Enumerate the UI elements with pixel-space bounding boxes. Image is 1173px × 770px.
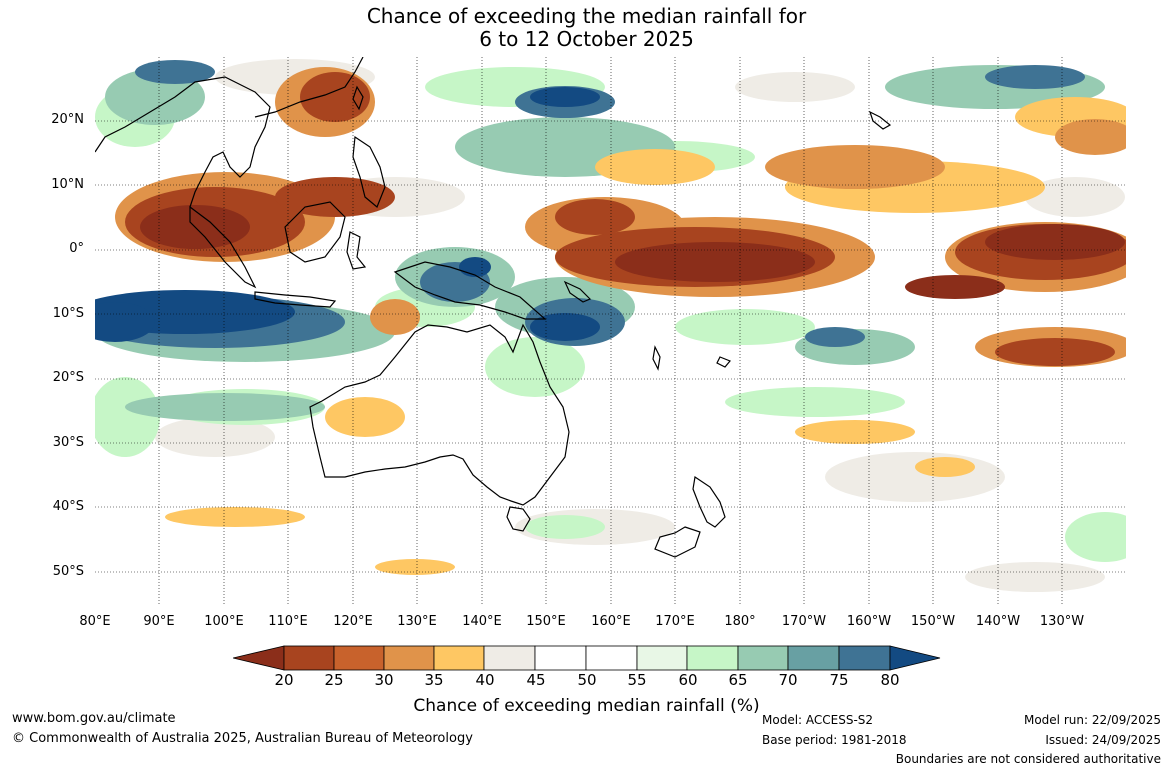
- lat-label-equator: 0°: [69, 241, 84, 256]
- colorbar-tick: 20: [274, 671, 294, 689]
- colorbar-swatch: [787, 645, 840, 671]
- colorbar-swatch: [534, 645, 587, 671]
- colorbar-title: Chance of exceeding median rainfall (%): [413, 696, 760, 716]
- sulawesi-coastline: [346, 231, 367, 270]
- graticule: [95, 57, 1126, 605]
- australia-coastline: [309, 323, 570, 506]
- hawaii-coastline: [868, 110, 892, 130]
- lon-label-140w: 140°W: [975, 614, 1021, 629]
- wet-very-strong-regions: [95, 87, 1126, 342]
- new-guinea-coastline: [393, 261, 547, 320]
- philippines-coastline: [352, 135, 386, 208]
- colorbar-tick: 60: [678, 671, 698, 689]
- lon-label-140e: 140°E: [462, 614, 502, 629]
- lat-label-50s: 50°S: [52, 564, 84, 579]
- colorbar-high-arrow: [889, 645, 941, 671]
- model-text: Model: ACCESS-S2: [762, 713, 874, 727]
- chart-title-line2: 6 to 12 October 2025: [479, 27, 694, 51]
- colorbar-tick: 50: [577, 671, 597, 689]
- new-zealand-coastline: [654, 475, 726, 558]
- asia-mainland-coastline: [95, 76, 271, 208]
- lon-label-180: 180°: [724, 614, 756, 629]
- solomon-islands-coastline: [563, 280, 592, 303]
- rainfall-probability-map: [95, 57, 1126, 605]
- colorbar-swatch: [636, 645, 688, 671]
- dry-very-strong-regions: [140, 205, 1125, 299]
- taiwan-coastline: [352, 85, 364, 111]
- disclaimer-text: Boundaries are not considered authoritat…: [895, 752, 1161, 766]
- colorbar: [233, 645, 941, 671]
- lon-label-170w: 170°W: [781, 614, 827, 629]
- lon-label-120e: 120°E: [333, 614, 373, 629]
- lon-label-80e: 80°E: [79, 614, 111, 629]
- lat-label-30s: 30°S: [52, 435, 84, 450]
- coastlines: [95, 57, 892, 558]
- lon-label-160w: 160°W: [846, 614, 892, 629]
- sumatra-coastline: [189, 205, 257, 289]
- colorbar-tick: 65: [728, 671, 748, 689]
- borneo-coastline: [284, 201, 346, 263]
- colorbar-tick: 55: [627, 671, 647, 689]
- lon-label-170e: 170°E: [655, 614, 695, 629]
- colorbar-tick: 30: [374, 671, 394, 689]
- chart-title-line1: Chance of exceeding the median rainfall …: [366, 4, 807, 28]
- vanuatu-coastline: [652, 345, 661, 371]
- lon-label-150w: 150°W: [910, 614, 956, 629]
- colorbar-tick: 70: [778, 671, 798, 689]
- issued-text: Issued: 24/09/2025: [1045, 733, 1161, 747]
- colorbar-tick: 35: [424, 671, 444, 689]
- lon-label-100e: 100°E: [204, 614, 244, 629]
- colorbar-tick: 75: [829, 671, 849, 689]
- model-run-text: Model run: 22/09/2025: [1023, 713, 1161, 727]
- website-text: www.bom.gov.au/climate: [12, 711, 176, 726]
- china-coastline: [254, 57, 364, 118]
- base-period-text: Base period: 1981-2018: [762, 733, 907, 747]
- lon-label-150e: 150°E: [526, 614, 566, 629]
- lon-label-130e: 130°E: [397, 614, 437, 629]
- colorbar-tick: 80: [880, 671, 900, 689]
- lat-label-20s: 20°S: [52, 370, 84, 385]
- lat-label-10s: 10°S: [52, 306, 84, 321]
- fiji-coastline: [716, 356, 731, 368]
- lat-label-10n: 10°N: [51, 177, 84, 192]
- lon-label-160e: 160°E: [591, 614, 631, 629]
- colorbar-swatch: [585, 645, 638, 671]
- colorbar-low-arrow: [233, 645, 285, 671]
- colorbar-tick: 40: [475, 671, 495, 689]
- colorbar-swatch: [433, 645, 485, 671]
- colorbar-swatch: [333, 645, 385, 671]
- lat-label-20n: 20°N: [51, 112, 84, 127]
- java-coastline: [254, 291, 337, 308]
- colorbar-swatch: [383, 645, 435, 671]
- colorbar-tick: 25: [324, 671, 344, 689]
- copyright-text: © Commonwealth of Australia 2025, Austra…: [12, 731, 473, 746]
- colorbar-swatch: [483, 645, 536, 671]
- lon-label-130w: 130°W: [1039, 614, 1085, 629]
- colorbar-swatch: [283, 645, 335, 671]
- colorbar-tick: 45: [526, 671, 546, 689]
- colorbar-swatch: [838, 645, 891, 671]
- tasmania-coastline: [506, 506, 531, 532]
- colorbar-swatch: [686, 645, 739, 671]
- colorbar-swatch: [737, 645, 789, 671]
- lon-label-110e: 110°E: [268, 614, 308, 629]
- lon-label-90e: 90°E: [143, 614, 175, 629]
- lat-label-40s: 40°S: [52, 499, 84, 514]
